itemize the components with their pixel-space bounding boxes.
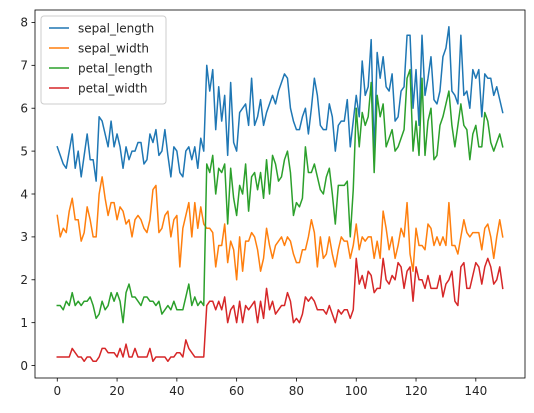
x-tick-label: 80 [289,384,304,398]
x-tick-label: 60 [229,384,244,398]
x-tick-label: 0 [53,384,61,398]
y-tick-label: 7 [20,59,28,73]
y-tick-label: 3 [20,230,28,244]
legend: sepal_length sepal_width petal_lengthpetal… [40,15,167,105]
x-tick-label: 120 [405,384,428,398]
x-tick-label: 140 [464,384,487,398]
legend-label-petal-width: petal_width [78,81,147,95]
legend-items: sepal_length sepal_width petal_lengthpetal… [49,21,154,95]
legend-label-petal-length: petal_length [78,61,153,75]
plot-frame [34,9,526,379]
x-tick-label: 20 [109,384,124,398]
y-tick-label: 2 [20,273,28,287]
y-tick-label: 5 [20,144,28,158]
y-tick-label: 4 [20,187,28,201]
y-tick-label: 0 [20,359,28,373]
y-tick-label: 8 [20,16,28,30]
series-line-petal-length [56,68,504,324]
legend-label-sepal-width: sepal_width [78,41,149,55]
legend-box [40,15,167,105]
series-line-petal-width [56,257,504,363]
series-line-sepal-width [56,176,504,281]
y-tick-label: 6 [20,102,28,116]
y-tick-label: 1 [20,316,28,330]
x-tick-label: 100 [345,384,368,398]
x-tick-label: 40 [169,384,184,398]
series-line-sepal-length [56,25,504,182]
axis-ticks: 0 20 40 60 80 100 120 140 0 1 2 3 4 5 6 7 8 [20,16,487,398]
series-layer [56,25,504,363]
legend-label-sepal-length: sepal_length [78,21,154,35]
